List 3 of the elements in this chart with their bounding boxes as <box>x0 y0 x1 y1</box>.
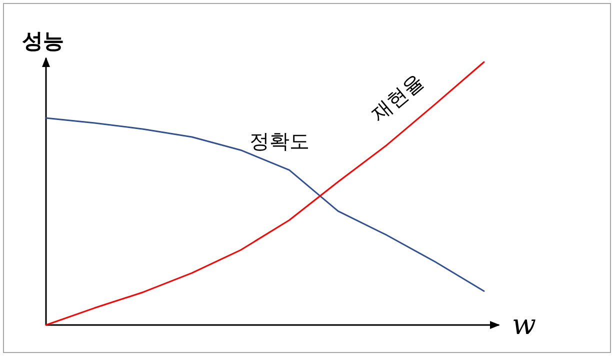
y-axis-title: 성능 <box>22 29 64 53</box>
series-label: 정확도 <box>249 129 310 154</box>
x-axis-title: w <box>512 308 536 341</box>
